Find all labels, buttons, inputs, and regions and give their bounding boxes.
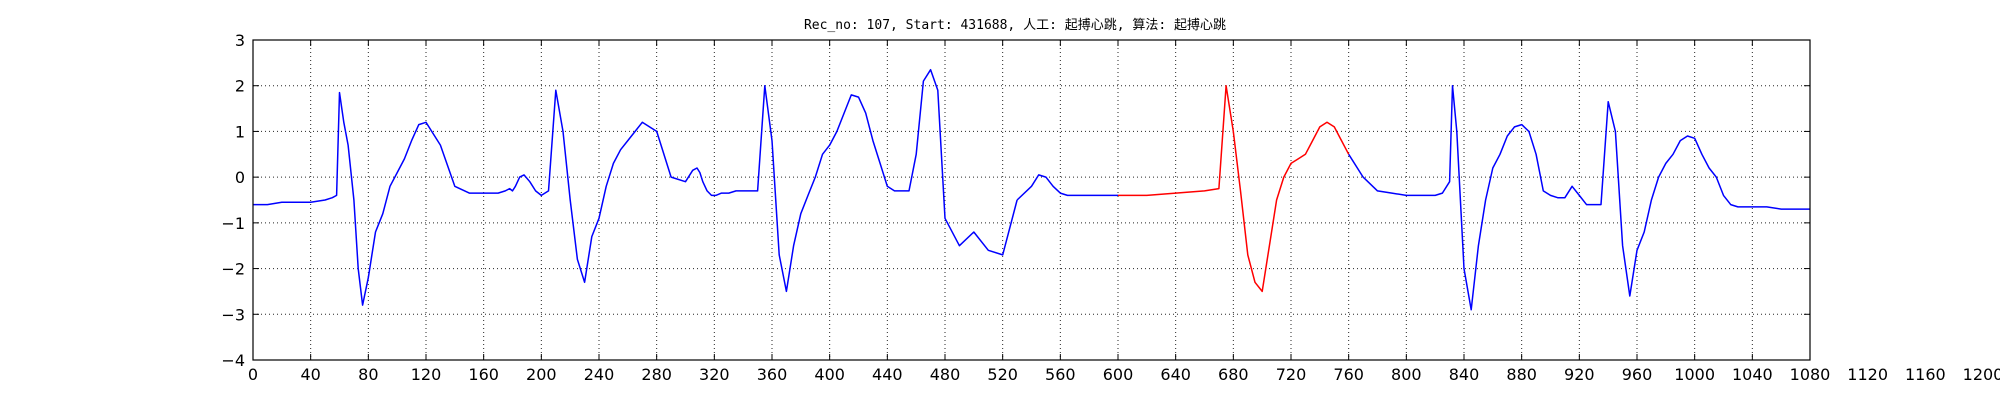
y-tick-label: 0 xyxy=(235,168,245,187)
plot-frame xyxy=(252,39,1811,361)
x-tick-label: 840 xyxy=(1449,365,1480,384)
y-tick-label: −3 xyxy=(221,305,245,324)
ecg-trace-segment xyxy=(1118,84,1350,293)
x-tick-label: 400 xyxy=(814,365,845,384)
y-tick-label: 1 xyxy=(235,122,245,141)
x-tick-label: 1120 xyxy=(1847,365,1888,384)
x-tick-label: 960 xyxy=(1622,365,1653,384)
x-tick-label: 880 xyxy=(1506,365,1537,384)
axis-ticks xyxy=(252,39,1811,361)
x-tick-label: 920 xyxy=(1564,365,1595,384)
y-tick-label: 2 xyxy=(235,77,245,96)
x-tick-label: 640 xyxy=(1160,365,1191,384)
x-tick-label: 1080 xyxy=(1790,365,1831,384)
x-tick-label: 520 xyxy=(987,365,1018,384)
x-tick-label: 560 xyxy=(1045,365,1076,384)
x-tick-label: 200 xyxy=(526,365,557,384)
x-tick-label: 1160 xyxy=(1905,365,1946,384)
signal-traces xyxy=(253,68,1810,311)
x-tick-label: 480 xyxy=(930,365,961,384)
x-tick-label: 1200 xyxy=(1963,365,2000,384)
x-tick-label: 0 xyxy=(248,365,258,384)
y-tick-label: 3 xyxy=(235,31,245,50)
x-tick-label: 440 xyxy=(872,365,903,384)
ecg-trace-segment xyxy=(253,68,1018,306)
ecg-trace-segment xyxy=(1016,174,1118,201)
x-axis-labels: 0 40 80 120 160 200 240 280 320 360 400 440 480 520 56… xyxy=(248,365,2000,384)
x-tick-label: 720 xyxy=(1276,365,1307,384)
y-tick-label: −2 xyxy=(221,260,245,279)
x-tick-label: 760 xyxy=(1333,365,1364,384)
x-tick-label: 160 xyxy=(468,365,499,384)
x-tick-label: 40 xyxy=(300,365,320,384)
x-tick-label: 800 xyxy=(1391,365,1422,384)
ecg-trace-segment xyxy=(1348,84,1810,311)
y-axis-labels: −4 −3 −2 −1 0 1 2 3 xyxy=(221,31,245,370)
x-tick-label: 600 xyxy=(1103,365,1134,384)
x-tick-label: 240 xyxy=(584,365,615,384)
x-tick-label: 360 xyxy=(757,365,788,384)
x-tick-label: 1040 xyxy=(1732,365,1773,384)
x-tick-label: 80 xyxy=(358,365,378,384)
x-tick-label: 320 xyxy=(699,365,730,384)
x-tick-label: 280 xyxy=(641,365,672,384)
y-tick-label: −4 xyxy=(221,351,245,370)
x-tick-label: 680 xyxy=(1218,365,1249,384)
x-tick-label: 120 xyxy=(411,365,442,384)
chart-title: Rec_no: 107, Start: 431688, 人工: 起搏心跳, 算法… xyxy=(804,17,1226,33)
y-tick-label: −1 xyxy=(221,214,245,233)
x-tick-label: 1000 xyxy=(1674,365,1715,384)
grid-lines xyxy=(253,40,1810,360)
